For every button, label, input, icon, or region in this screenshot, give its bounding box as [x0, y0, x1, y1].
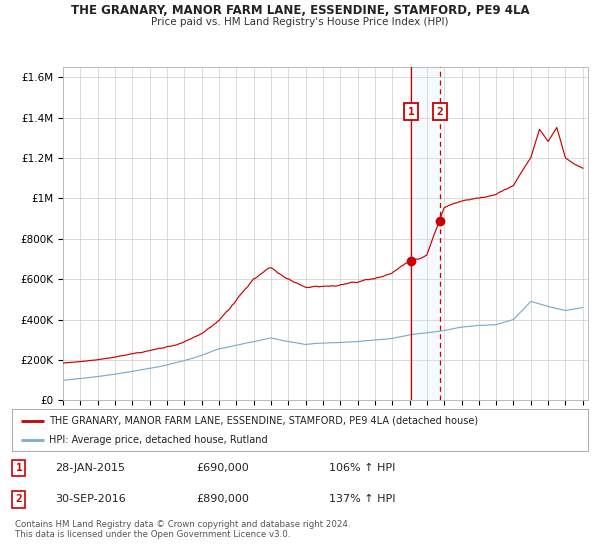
Text: 1: 1	[16, 463, 22, 473]
Text: 1: 1	[407, 106, 414, 116]
Text: £690,000: £690,000	[196, 463, 249, 473]
Text: HPI: Average price, detached house, Rutland: HPI: Average price, detached house, Rutl…	[49, 435, 268, 445]
Text: £890,000: £890,000	[196, 494, 249, 505]
Text: THE GRANARY, MANOR FARM LANE, ESSENDINE, STAMFORD, PE9 4LA (detached house): THE GRANARY, MANOR FARM LANE, ESSENDINE,…	[49, 416, 479, 426]
Text: 137% ↑ HPI: 137% ↑ HPI	[329, 494, 395, 505]
Text: 2: 2	[436, 106, 443, 116]
Text: Price paid vs. HM Land Registry's House Price Index (HPI): Price paid vs. HM Land Registry's House …	[151, 17, 449, 27]
Bar	[411, 67, 440, 400]
Text: Contains HM Land Registry data © Crown copyright and database right 2024.
This d: Contains HM Land Registry data © Crown c…	[15, 520, 350, 539]
Text: 28-JAN-2015: 28-JAN-2015	[55, 463, 125, 473]
Text: 2: 2	[16, 494, 22, 505]
Text: 30-SEP-2016: 30-SEP-2016	[55, 494, 126, 505]
Text: 106% ↑ HPI: 106% ↑ HPI	[329, 463, 395, 473]
Text: THE GRANARY, MANOR FARM LANE, ESSENDINE, STAMFORD, PE9 4LA: THE GRANARY, MANOR FARM LANE, ESSENDINE,…	[71, 4, 529, 17]
